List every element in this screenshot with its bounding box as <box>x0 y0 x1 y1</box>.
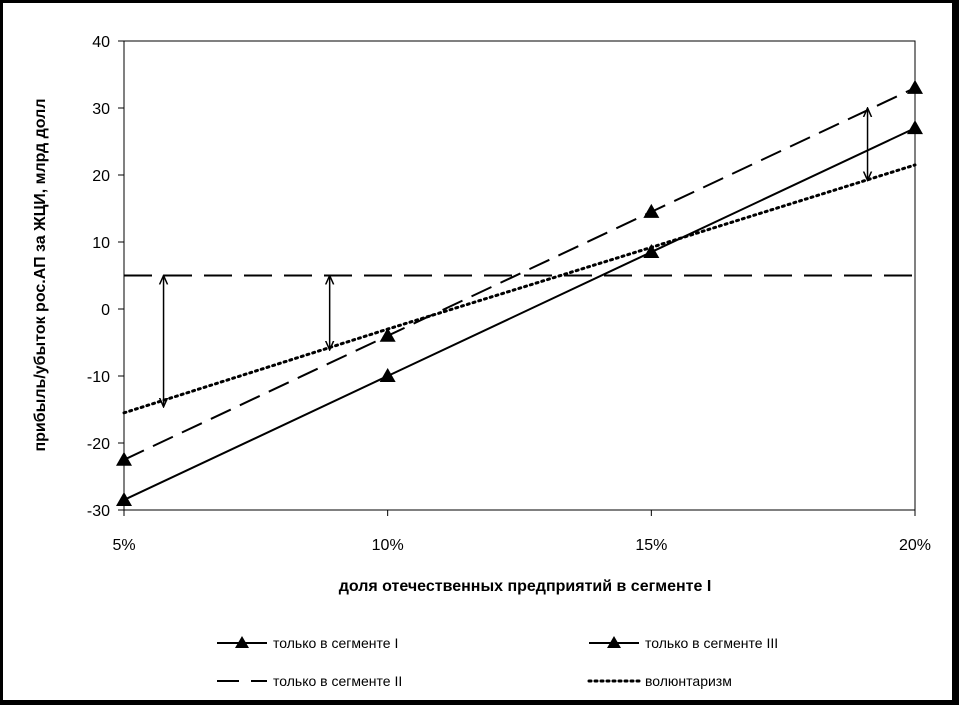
legend: только в сегменте I только в сегменте III… <box>217 635 778 689</box>
y-tick-label: -30 <box>87 503 110 520</box>
series-line-2 <box>123 86 916 461</box>
legend-label: только в сегменте I <box>273 635 398 651</box>
y-axis-title: прибыль/убыток рос.АП за ЖЦИ, млрд долл <box>32 99 49 452</box>
y-tick-label: 20 <box>92 168 110 185</box>
line-chart: 40 30 20 10 0 -10 -20 -30 5% 10% 15% 20% доля отеч… <box>32 34 931 689</box>
data-point-marker <box>643 244 660 259</box>
chart-frame: 40 30 20 10 0 -10 -20 -30 5% 10% 15% 20% доля отеч… <box>3 3 952 700</box>
series-layer <box>116 79 923 506</box>
data-point-marker <box>379 327 396 342</box>
plot-area <box>123 40 916 511</box>
x-tick-label: 5% <box>112 537 135 554</box>
y-tick-label: 40 <box>92 34 110 51</box>
series-line-1 <box>123 127 916 501</box>
x-tick-label: 10% <box>372 537 404 554</box>
difference-arrows <box>164 108 868 407</box>
y-tick-label: 30 <box>92 101 110 118</box>
data-point-marker <box>379 368 396 382</box>
y-tick-label: -20 <box>87 436 110 453</box>
data-point-marker <box>116 491 132 506</box>
y-tick-label: 10 <box>92 235 110 252</box>
legend-label: только в сегменте III <box>645 635 778 651</box>
legend-marker <box>235 636 249 648</box>
data-point-marker <box>907 79 923 94</box>
data-point-marker <box>643 203 660 218</box>
x-axis: 5% 10% 15% 20% <box>112 510 931 554</box>
data-point-marker <box>907 120 923 135</box>
series-line-4 <box>122 163 917 415</box>
y-axis: 40 30 20 10 0 -10 -20 -30 <box>87 34 124 520</box>
data-point-marker <box>116 451 132 466</box>
y-tick-label: -10 <box>87 369 110 386</box>
x-axis-title: доля отечественных предприятий в сегмент… <box>339 578 712 595</box>
legend-marker <box>607 636 621 648</box>
x-tick-label: 20% <box>899 537 931 554</box>
x-tick-label: 15% <box>635 537 667 554</box>
y-tick-label: 0 <box>101 302 110 319</box>
legend-label: только в сегменте II <box>273 673 402 689</box>
legend-label: волюнтаризм <box>645 673 732 689</box>
